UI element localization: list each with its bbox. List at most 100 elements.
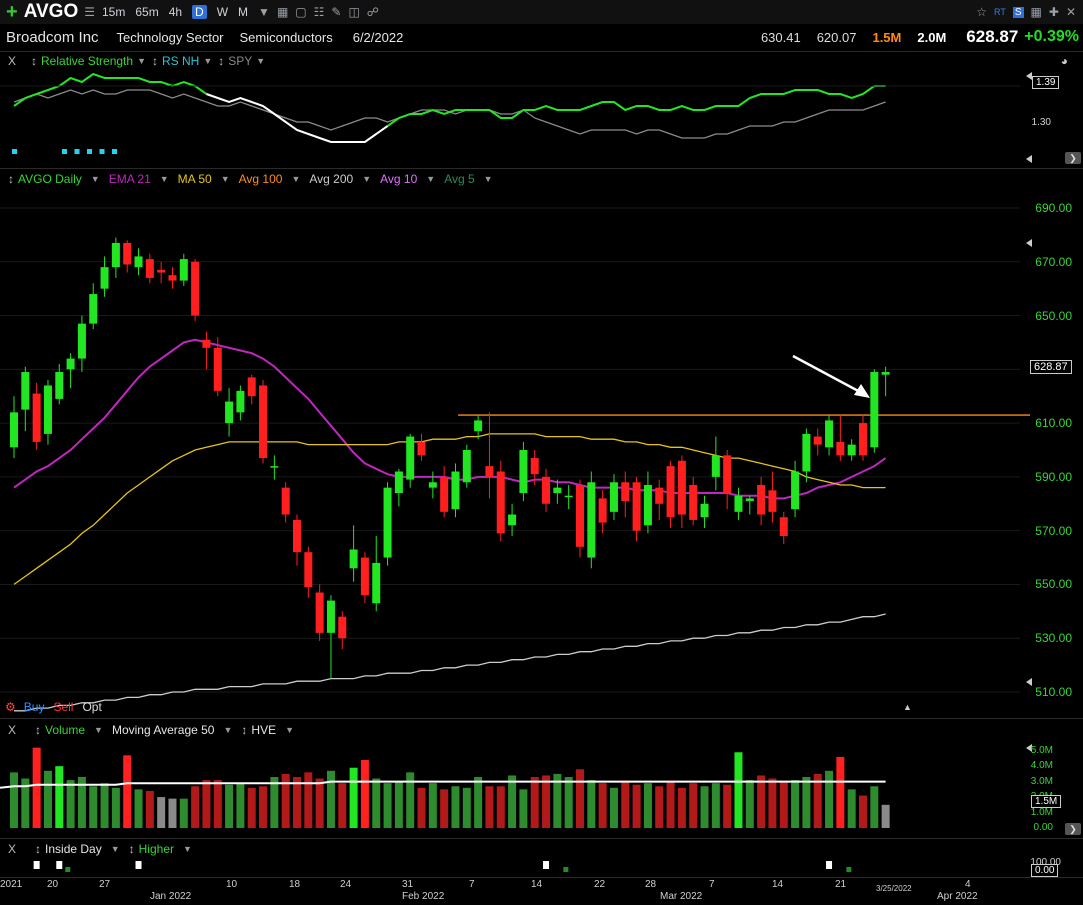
signals-close-button[interactable]: X: [8, 842, 17, 856]
candle-body: [440, 476, 449, 512]
star-icon[interactable]: ☆: [976, 5, 988, 19]
volume-bar: [440, 789, 449, 828]
move-handle-icon[interactable]: ↕: [8, 172, 14, 186]
interval-monthly[interactable]: M: [238, 5, 249, 19]
rs-chart: [0, 72, 1032, 163]
interval-4h[interactable]: 4h: [168, 5, 183, 19]
candle-body: [779, 517, 788, 537]
rs-nh-label[interactable]: RS NH: [162, 54, 200, 68]
palette-icon[interactable]: ◕: [1060, 54, 1068, 68]
rs-close-button[interactable]: X: [8, 54, 17, 68]
quote-bar: Broadcom Inc Technology Sector Semicondu…: [0, 24, 1083, 50]
interval-dropdown-icon[interactable]: ▼: [258, 5, 270, 19]
add-symbol-icon[interactable]: +: [6, 0, 18, 23]
close-icon[interactable]: ✕: [1065, 5, 1076, 19]
rs-title[interactable]: Relative Strength: [41, 54, 134, 68]
date-axis-label: 7: [469, 879, 475, 890]
trade-bar: ⚙ Buy Sell Opt ▲: [0, 699, 1083, 715]
layout-icon[interactable]: ◫: [348, 5, 360, 19]
volume-title[interactable]: Volume: [45, 723, 86, 737]
inside-day-label[interactable]: Inside Day: [45, 842, 102, 856]
interval-daily[interactable]: D: [192, 5, 207, 19]
date-axis-label: 18: [289, 879, 301, 890]
save-icon[interactable]: ▦: [1030, 5, 1042, 19]
candle-body: [723, 455, 732, 494]
legend-avg10[interactable]: Avg 10: [380, 172, 418, 186]
spy-label[interactable]: SPY: [228, 54, 253, 68]
spy-dropdown-icon[interactable]: ▼: [256, 56, 266, 66]
share-icon[interactable]: ☍: [366, 5, 379, 19]
volume-dropdown-icon[interactable]: ▼: [94, 725, 103, 735]
hve-label[interactable]: HVE: [251, 723, 277, 737]
interval-weekly[interactable]: W: [216, 5, 229, 19]
candle-body: [745, 498, 754, 502]
sector-link[interactable]: Technology Sector: [116, 29, 224, 45]
volume-bar: [259, 786, 268, 828]
chart-type-icon[interactable]: ▦: [276, 5, 289, 19]
volume-close-button[interactable]: X: [8, 723, 17, 737]
legend-dropdown-icon[interactable]: ▼: [362, 174, 372, 184]
overlay-ema-21: [13, 338, 887, 500]
scroll-right-button[interactable]: ❯: [1065, 823, 1081, 835]
volume-bar: [10, 772, 18, 828]
legend-avgo-daily[interactable]: AVGO Daily: [18, 172, 82, 186]
s-icon[interactable]: S: [1012, 6, 1024, 18]
draw-pen-icon[interactable]: ✎: [331, 5, 342, 19]
sell-button[interactable]: Sell: [53, 700, 74, 714]
move-handle-icon[interactable]: ↕: [241, 723, 248, 737]
date-axis-label: 7: [709, 879, 715, 890]
volume-bar: [43, 770, 52, 828]
inside-day-dropdown-icon[interactable]: ▼: [110, 844, 120, 854]
scroll-right-button[interactable]: ❯: [1065, 152, 1081, 164]
hve-dropdown-icon[interactable]: ▼: [285, 725, 295, 735]
symbol-name[interactable]: AVGO: [23, 1, 79, 22]
candle-body: [519, 450, 528, 494]
volume-ma-dropdown-icon[interactable]: ▼: [223, 725, 233, 735]
volume-ma-label[interactable]: Moving Average 50: [111, 723, 215, 737]
legend-dropdown-icon[interactable]: ▼: [426, 174, 436, 184]
higher-dropdown-icon[interactable]: ▼: [183, 844, 192, 854]
candle-body: [417, 441, 426, 456]
symbol-menu-icon[interactable]: ☰: [84, 5, 95, 19]
legend-dropdown-icon[interactable]: ▼: [220, 174, 230, 184]
candle-body: [757, 484, 766, 515]
buy-button[interactable]: Buy: [23, 700, 45, 714]
calculator-icon[interactable]: ☷: [313, 5, 325, 19]
move-handle-icon[interactable]: ↕: [35, 723, 42, 737]
interval-15m[interactable]: 15m: [102, 5, 126, 19]
rs-dropdown-icon[interactable]: ▼: [137, 56, 146, 66]
options-button[interactable]: Opt: [82, 700, 102, 714]
rs-nh-marker: [112, 149, 117, 154]
legend-ema21[interactable]: EMA 21: [108, 172, 151, 186]
rs-nh-dropdown-icon[interactable]: ▼: [203, 56, 213, 66]
crosshair-icon[interactable]: ✚: [1048, 5, 1059, 19]
legend-dropdown-icon[interactable]: ▼: [291, 174, 301, 184]
candle-body: [213, 347, 222, 391]
interval-65m[interactable]: 65m: [135, 5, 159, 19]
volume-bar: [326, 770, 335, 828]
move-handle-icon[interactable]: ↕: [35, 842, 42, 856]
move-handle-icon[interactable]: ↕: [31, 54, 38, 68]
volume-bar: [428, 783, 437, 828]
legend-avg5[interactable]: Avg 5: [444, 172, 475, 186]
legend-dropdown-icon[interactable]: ▼: [483, 174, 493, 184]
higher-label[interactable]: Higher: [138, 842, 174, 856]
expand-up-icon[interactable]: ▲: [903, 702, 912, 712]
legend-dropdown-icon[interactable]: ▼: [159, 174, 169, 184]
industry-link[interactable]: Semiconductors: [239, 29, 333, 45]
candle-body: [542, 476, 551, 504]
move-handle-icon[interactable]: ↕: [128, 842, 135, 856]
rs-line-down: [206, 93, 389, 143]
rt-icon[interactable]: RT: [994, 7, 1006, 17]
legend-avg200[interactable]: Avg 200: [309, 172, 354, 186]
trade-icon[interactable]: ⚙: [5, 700, 16, 714]
move-handle-icon[interactable]: ↕: [152, 54, 158, 68]
volume-bar: [666, 781, 675, 828]
price-axis-label: 570.00: [1035, 523, 1072, 538]
indicators-icon[interactable]: ▢: [295, 5, 307, 19]
candle-body: [655, 487, 664, 504]
legend-dropdown-icon[interactable]: ▼: [90, 174, 100, 184]
move-handle-icon[interactable]: ↕: [218, 54, 225, 68]
legend-ma50[interactable]: MA 50: [177, 172, 212, 186]
legend-avg100[interactable]: Avg 100: [238, 172, 283, 186]
